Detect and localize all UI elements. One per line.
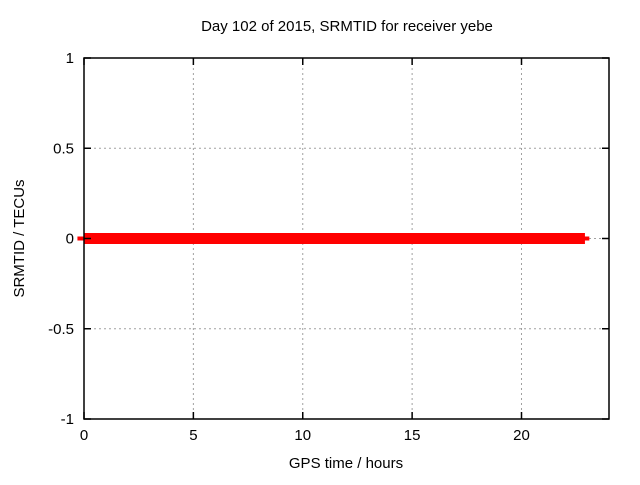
y-axis-label: SRMTID / TECUs (11, 179, 28, 297)
x-tick-label: 15 (404, 427, 421, 444)
y-tick-label: -0.5 (48, 321, 74, 338)
y-tick-label: 0.5 (53, 140, 74, 157)
chart-title: Day 102 of 2015, SRMTID for receiver yeb… (201, 18, 493, 35)
y-tick-label: 1 (66, 50, 74, 67)
x-tick-label: 10 (294, 427, 311, 444)
x-axis-label: GPS time / hours (289, 455, 403, 472)
axis-ticks (83, 57, 609, 420)
x-tick-label: 0 (80, 427, 88, 444)
y-tick-label: 0 (66, 231, 74, 248)
x-tick-label: 5 (189, 427, 197, 444)
y-tick-label: -1 (61, 411, 74, 428)
tick-labels: 0 5 10 15 20 -1 -0.5 0 0.5 1 (48, 50, 530, 444)
x-tick-label: 20 (513, 427, 530, 444)
